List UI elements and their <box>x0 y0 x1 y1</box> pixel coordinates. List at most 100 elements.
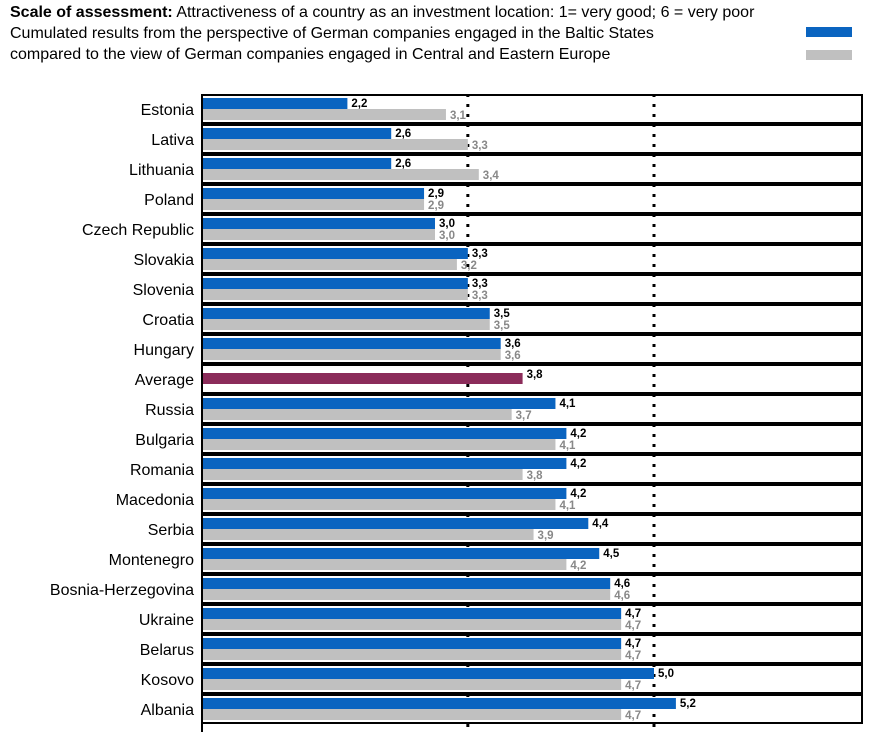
data-label-baltic: 2,9 <box>428 188 444 200</box>
category-label: Ukraine <box>139 612 194 629</box>
data-label-cee: 3,2 <box>461 260 477 272</box>
category-label: Russia <box>145 402 194 419</box>
bar-baltic <box>203 308 490 319</box>
category-label: Slovakia <box>134 252 195 269</box>
data-label-cee: 4,2 <box>570 560 586 572</box>
row-frame <box>201 664 863 694</box>
bar-cee <box>203 469 523 480</box>
row-frame <box>201 214 863 244</box>
category-label: Czech Republic <box>82 222 194 239</box>
legend-cee-label: compared to the view of German companies… <box>10 46 611 63</box>
data-label-baltic: 5,0 <box>658 668 674 680</box>
data-label-baltic: 3,3 <box>472 248 488 260</box>
row-frame <box>201 484 863 514</box>
category-label: Estonia <box>141 102 194 119</box>
category-label: Croatia <box>142 312 194 329</box>
row-frame <box>201 184 863 214</box>
bar-baltic <box>203 158 392 169</box>
row-frame <box>201 124 863 154</box>
row-frame <box>201 394 863 424</box>
category-label: Bulgaria <box>135 432 194 449</box>
row-frame <box>201 454 863 484</box>
scale-description: Attractiveness of a country as an invest… <box>172 4 755 21</box>
chart-header: Scale of assessment: Attractiveness of a… <box>10 2 890 65</box>
data-label-cee: 3,9 <box>538 530 554 542</box>
data-label-baltic: 4,2 <box>570 458 586 470</box>
bar-cee <box>203 319 490 330</box>
row-frame <box>201 244 863 274</box>
legend-cee-swatch <box>806 50 852 60</box>
bar-baltic <box>203 458 567 469</box>
category-label: Macedonia <box>116 492 194 509</box>
category-label: Lativa <box>151 132 194 149</box>
data-label-baltic: 4,6 <box>614 578 630 590</box>
bar-cee <box>203 589 611 600</box>
bar-baltic <box>203 98 348 109</box>
data-label-baltic: 2,2 <box>351 98 367 110</box>
data-label-cee: 3,1 <box>450 110 467 122</box>
data-label-baltic: 4,4 <box>592 518 609 530</box>
bar-cee <box>203 499 556 510</box>
data-label-cee: 4,1 <box>559 440 576 452</box>
data-label-baltic: 3,6 <box>505 338 521 350</box>
data-label-baltic: 4,2 <box>570 428 586 440</box>
bar-baltic <box>203 548 600 559</box>
row-frame <box>201 544 863 574</box>
bar-baltic <box>203 428 567 439</box>
bar-baltic <box>203 128 392 139</box>
data-label-cee: 4,7 <box>625 710 641 722</box>
data-label-baltic: 4,5 <box>603 548 620 560</box>
data-label-cee: 3,6 <box>505 350 521 362</box>
bar-cee <box>203 619 622 630</box>
data-label-cee: 3,7 <box>516 410 532 422</box>
category-label: Serbia <box>148 522 194 539</box>
category-label: Poland <box>144 192 194 209</box>
row-frame <box>201 274 863 304</box>
data-label-baltic: 2,6 <box>395 158 411 170</box>
bar-cee <box>203 259 457 270</box>
bar-baltic <box>203 488 567 499</box>
bar-cee <box>203 109 446 120</box>
bar-baltic <box>203 398 556 409</box>
data-label-baltic: 5,2 <box>680 698 696 710</box>
category-label: Bosnia-Herzegovina <box>50 582 194 599</box>
bar-cee <box>203 349 501 360</box>
data-label-baltic: 4,7 <box>625 608 641 620</box>
data-label-cee: 3,5 <box>494 320 511 332</box>
data-label-cee: 3,3 <box>472 290 488 302</box>
bar-baltic <box>203 188 425 199</box>
bar-cee <box>203 559 567 570</box>
bar-baltic <box>203 698 676 709</box>
row-frame <box>201 94 863 124</box>
bar-cee <box>203 139 468 150</box>
category-label: Montenegro <box>109 552 194 569</box>
data-label-cee: 4,7 <box>625 620 641 632</box>
data-label-baltic: 4,7 <box>625 638 641 650</box>
data-label-baltic: 3,3 <box>472 278 488 290</box>
category-label: Lithuania <box>129 162 194 179</box>
data-label-cee: 4,1 <box>559 500 576 512</box>
bar-baltic <box>203 518 589 529</box>
legend-baltic-label: Cumulated results from the perspective o… <box>10 25 654 42</box>
bar-baltic <box>203 638 622 649</box>
data-label-cee: 3,8 <box>527 470 544 482</box>
row-frame <box>201 154 863 184</box>
row-frame <box>201 634 863 664</box>
bar-baltic <box>203 608 622 619</box>
row-frame <box>201 694 863 724</box>
row-frame <box>201 424 863 454</box>
bar-cee <box>203 289 468 300</box>
bar-cee <box>203 439 556 450</box>
data-label-baltic: 3,5 <box>494 308 511 320</box>
row-frame <box>201 514 863 544</box>
data-label-cee: 2,9 <box>428 200 444 212</box>
row-frame <box>201 304 863 334</box>
bar-cee <box>203 409 512 420</box>
bar-baltic <box>203 578 611 589</box>
data-label-baltic: 4,1 <box>559 398 576 410</box>
bar-cee <box>203 169 479 180</box>
bar-cee <box>203 649 622 660</box>
scale-heading: Scale of assessment: <box>10 4 173 21</box>
category-label: Average <box>135 372 194 389</box>
row-frame <box>201 334 863 364</box>
